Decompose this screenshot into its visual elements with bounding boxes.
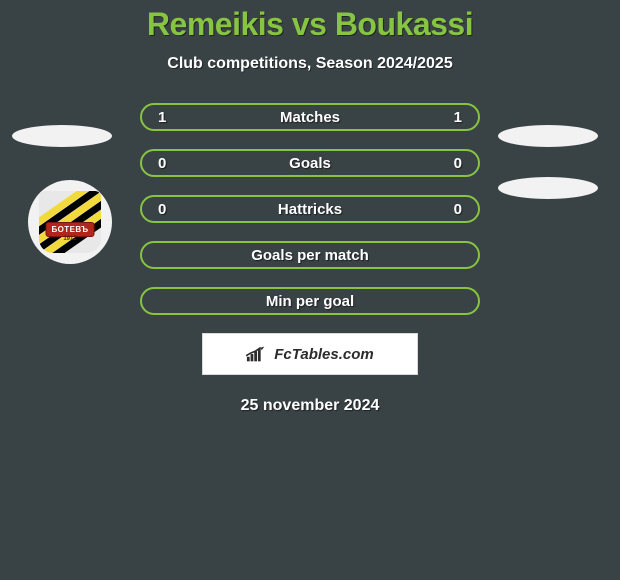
stat-left-value: 1 <box>158 109 172 126</box>
stat-right-value: 0 <box>448 201 462 218</box>
date-text: 25 november 2024 <box>0 397 620 415</box>
stat-label: Min per goal <box>266 293 354 310</box>
stat-row-matches: 1 Matches 1 <box>140 103 480 131</box>
stat-label: Matches <box>280 109 340 126</box>
stat-left-value: 0 <box>158 155 172 172</box>
subtitle: Club competitions, Season 2024/2025 <box>0 55 620 73</box>
stat-right-value: 0 <box>448 155 462 172</box>
badge-club-year: 1912 <box>63 236 76 242</box>
stat-label: Hattricks <box>278 201 342 218</box>
bar-chart-icon <box>246 346 268 362</box>
stat-label: Goals <box>289 155 331 172</box>
page-title: Remeikis vs Boukassi <box>0 6 620 43</box>
stat-row-min-per-goal: Min per goal <box>140 287 480 315</box>
stat-row-goals: 0 Goals 0 <box>140 149 480 177</box>
attribution-text: FcTables.com <box>274 346 373 363</box>
stat-row-hattricks: 0 Hattricks 0 <box>140 195 480 223</box>
stat-row-goals-per-match: Goals per match <box>140 241 480 269</box>
badge-club-name: БОТЕВЪ <box>46 222 95 237</box>
club-right-placeholder <box>498 177 598 199</box>
stat-right-value: 1 <box>448 109 462 126</box>
attribution-box[interactable]: FcTables.com <box>202 333 418 375</box>
stat-left-value: 0 <box>158 201 172 218</box>
player-left-placeholder <box>12 125 112 147</box>
club-left-badge: БОТЕВЪ 1912 <box>28 180 112 264</box>
stat-label: Goals per match <box>251 247 369 264</box>
player-right-placeholder <box>498 125 598 147</box>
